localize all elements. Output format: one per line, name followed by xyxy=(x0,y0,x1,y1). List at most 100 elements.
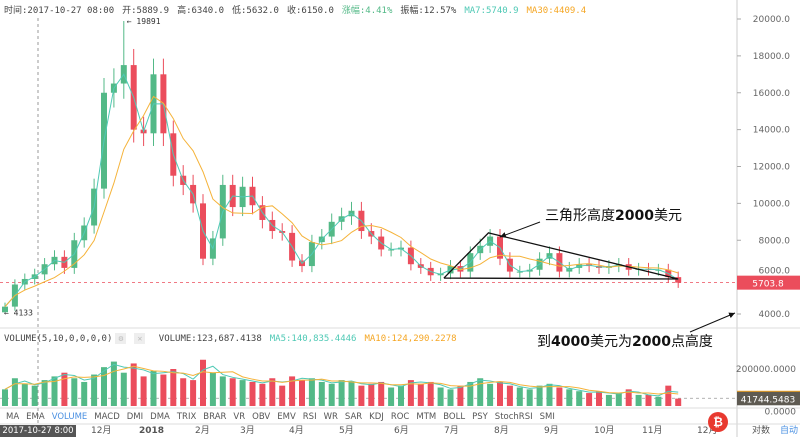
volume-bar xyxy=(536,385,543,406)
volume-bar xyxy=(130,363,137,406)
volume-bar xyxy=(249,381,256,406)
ma30-line xyxy=(4,95,679,307)
volume-bar xyxy=(388,387,395,406)
volume-bar xyxy=(229,378,236,406)
volume-bar xyxy=(477,378,484,406)
open-readout: 开:5889.9 xyxy=(122,6,170,16)
tab-macd[interactable]: MACD xyxy=(94,412,120,422)
volume-bar xyxy=(417,383,424,406)
volume-ma10-line xyxy=(4,365,679,395)
scale-buttons: 对数 自动 xyxy=(742,425,798,437)
volume-bar xyxy=(41,380,48,406)
price-tick-label: 18000.0 xyxy=(753,52,790,62)
volume-bar xyxy=(338,380,345,406)
volume-bar xyxy=(437,387,444,406)
volume-bar xyxy=(71,378,78,406)
tab-dma[interactable]: DMA xyxy=(150,412,170,422)
tab-ma[interactable]: MA xyxy=(6,412,20,422)
volume-bar xyxy=(279,385,286,406)
tab-ema[interactable]: EMA xyxy=(26,412,45,422)
volume-bar xyxy=(566,389,573,406)
close-icon[interactable]: ✕ xyxy=(134,333,146,344)
volume-bar xyxy=(91,374,98,406)
month-label: 9月 xyxy=(544,426,559,436)
tab-boll[interactable]: BOLL xyxy=(443,412,466,422)
ohlc-header: 时间:2017-10-27 08:00 开:5889.9 高:6340.0 低:563… xyxy=(4,3,594,16)
close-readout: 收:6150.0 xyxy=(286,6,334,16)
volume-bar xyxy=(407,380,414,406)
volume-bar xyxy=(120,372,127,406)
price-tick-label: 16000.0 xyxy=(753,89,790,99)
volume-bar xyxy=(348,381,355,406)
volume-bar xyxy=(427,381,434,406)
volume-bar xyxy=(299,380,305,406)
annotation-arrow xyxy=(499,221,541,238)
tab-brar[interactable]: BRAR xyxy=(203,412,227,422)
tab-roc[interactable]: ROC xyxy=(390,412,410,422)
volume-bar xyxy=(586,393,593,406)
volume-bar xyxy=(101,367,107,406)
volume-bar xyxy=(2,389,8,406)
tab-obv[interactable]: OBV xyxy=(252,412,271,422)
volume-ma5-line xyxy=(4,363,679,397)
volume-bar xyxy=(447,389,454,406)
volume-bar xyxy=(318,381,325,406)
settings-icon[interactable]: ⚙ xyxy=(115,333,127,344)
price-tick-label: 4000.0 xyxy=(759,310,791,320)
volume-tick-label: 0.0000 xyxy=(765,407,797,417)
month-label: 6月 xyxy=(394,426,409,436)
price-tick-label: 6000.0 xyxy=(759,267,791,277)
tab-kdj[interactable]: KDJ xyxy=(369,412,384,422)
volume-bar xyxy=(51,376,58,406)
volume-bar xyxy=(398,385,404,406)
tab-stochrsi[interactable]: StochRSI xyxy=(494,412,533,422)
price-tick-label: 12000.0 xyxy=(753,163,790,173)
tab-vr[interactable]: VR xyxy=(233,412,246,422)
current-volume-label: 41744.5483 xyxy=(741,395,795,405)
tab-trix[interactable]: TRIX xyxy=(176,412,197,422)
month-label: 2月 xyxy=(195,426,210,436)
volume-bar xyxy=(160,374,167,406)
tab-wr[interactable]: WR xyxy=(323,412,338,422)
volume-bar xyxy=(457,385,464,406)
volume-bar xyxy=(150,370,157,406)
tab-mtm[interactable]: MTM xyxy=(416,412,437,422)
tab-volume[interactable]: VOLUME xyxy=(51,412,88,422)
volume-bar xyxy=(526,389,533,406)
volume-bar xyxy=(605,394,612,406)
annotation-arrow xyxy=(689,312,736,333)
amplitude-readout: 振幅:12.57% xyxy=(400,6,457,16)
tab-dmi[interactable]: DMI xyxy=(126,412,144,422)
tab-smi[interactable]: SMI xyxy=(539,412,555,422)
volume-bar xyxy=(487,383,494,406)
volume-bar xyxy=(497,381,503,406)
tab-psy[interactable]: PSY xyxy=(472,412,488,422)
price-tick-label: 10000.0 xyxy=(753,199,790,209)
volume-bar xyxy=(516,387,523,406)
month-label: 12月 xyxy=(91,426,112,436)
tab-emv[interactable]: EMV xyxy=(277,412,296,422)
auto-scale-button[interactable]: 自动 xyxy=(779,426,798,436)
volume-bar xyxy=(61,372,68,406)
tab-rsi[interactable]: RSI xyxy=(302,412,317,422)
volume-bar xyxy=(308,378,315,406)
volume-bar xyxy=(655,396,662,406)
price-tick-label: 8000.0 xyxy=(759,236,791,246)
tab-sar[interactable]: SAR xyxy=(344,412,363,422)
volume-bar xyxy=(596,391,602,406)
month-label: 10月 xyxy=(594,426,615,436)
bitcoin-logo: ₿ xyxy=(708,412,728,432)
volume-bar xyxy=(615,393,622,406)
volume-bar xyxy=(368,383,375,406)
ma5-readout: MA5:140,835.4446 xyxy=(269,334,357,344)
volume-bar xyxy=(506,385,513,406)
volume-bar xyxy=(170,369,177,406)
log-scale-button[interactable]: 对数 xyxy=(751,426,770,436)
volume-bar xyxy=(269,378,276,406)
volume-bar xyxy=(546,383,553,406)
current-price-label: 5703.8 xyxy=(752,280,784,290)
volume-bar xyxy=(209,372,216,406)
high-readout: 高:6340.0 xyxy=(177,6,224,16)
volume-readout: VOLUME:123,687.4138 xyxy=(158,334,262,344)
